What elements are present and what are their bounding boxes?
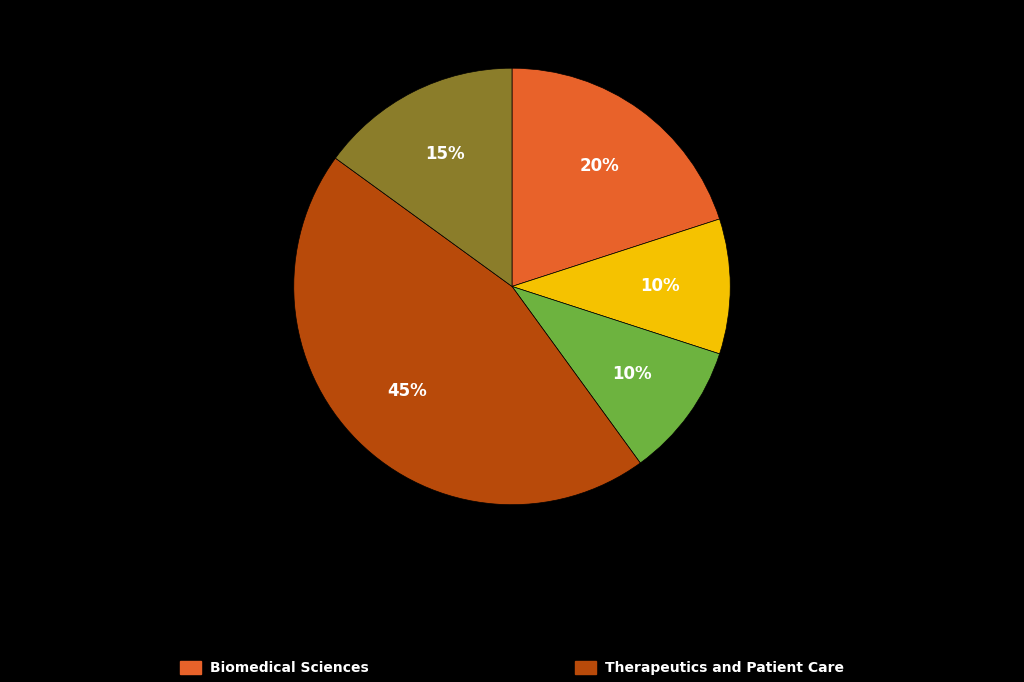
Legend: Biomedical Sciences, Medicinal Chemistry and Biopharmaceutics, Pharmacokinetics : Biomedical Sciences, Medicinal Chemistry… [173,654,851,682]
Wedge shape [336,68,512,286]
Text: 10%: 10% [641,278,680,295]
Text: 15%: 15% [425,145,465,163]
Wedge shape [512,68,720,286]
Wedge shape [512,286,720,463]
Text: 45%: 45% [387,383,427,400]
Wedge shape [294,158,640,505]
Text: 10%: 10% [612,365,652,383]
Wedge shape [512,219,730,354]
Text: 20%: 20% [580,158,620,175]
